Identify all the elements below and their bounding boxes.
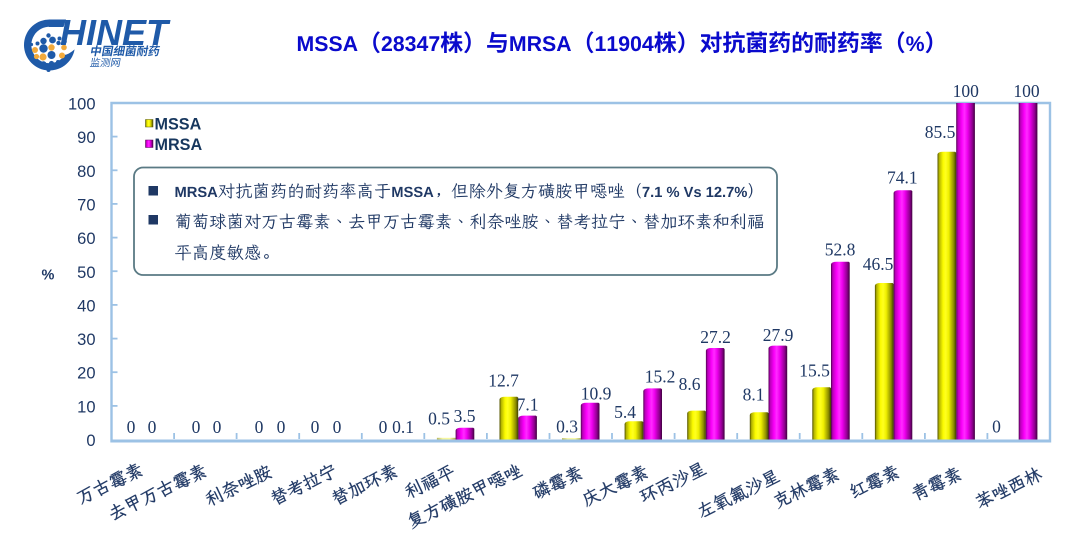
svg-text:27.9: 27.9 xyxy=(763,325,794,345)
svg-text:74.1: 74.1 xyxy=(887,167,918,187)
svg-text:0: 0 xyxy=(192,417,201,437)
svg-text:7.1: 7.1 xyxy=(517,394,539,414)
svg-text:0: 0 xyxy=(333,417,342,437)
svg-text:100: 100 xyxy=(68,96,96,114)
svg-text:0.3: 0.3 xyxy=(556,416,578,436)
svg-text:0: 0 xyxy=(148,417,157,437)
svg-text:0: 0 xyxy=(86,432,95,450)
svg-text:0: 0 xyxy=(311,417,320,437)
svg-text:90: 90 xyxy=(77,129,95,147)
svg-text:70: 70 xyxy=(77,196,95,214)
svg-text:0.1: 0.1 xyxy=(392,417,414,437)
svg-text:50: 50 xyxy=(77,264,95,282)
svg-text:10: 10 xyxy=(77,398,95,416)
svg-text:MSSA: MSSA xyxy=(155,115,202,133)
svg-text:30: 30 xyxy=(77,331,95,349)
svg-text:0: 0 xyxy=(255,417,264,437)
svg-text:100: 100 xyxy=(953,81,980,101)
svg-text:0.5: 0.5 xyxy=(428,408,450,428)
svg-text:80: 80 xyxy=(77,163,95,181)
svg-text:40: 40 xyxy=(77,297,95,315)
svg-text:0: 0 xyxy=(127,417,136,437)
svg-text:27.2: 27.2 xyxy=(700,327,731,347)
svg-text:20: 20 xyxy=(77,365,95,383)
svg-text:52.8: 52.8 xyxy=(825,239,856,259)
svg-text:10.9: 10.9 xyxy=(581,383,612,403)
svg-text:0: 0 xyxy=(213,417,222,437)
svg-text:46.5: 46.5 xyxy=(863,254,894,274)
svg-text:8.6: 8.6 xyxy=(679,374,701,394)
svg-text:0: 0 xyxy=(992,416,1001,436)
svg-text:100: 100 xyxy=(1013,81,1040,101)
svg-text:15.2: 15.2 xyxy=(645,366,676,386)
svg-text:15.5: 15.5 xyxy=(799,360,830,380)
svg-text:%: % xyxy=(42,268,55,284)
svg-text:5.4: 5.4 xyxy=(614,402,636,422)
svg-text:0: 0 xyxy=(277,417,286,437)
svg-text:0: 0 xyxy=(379,417,388,437)
svg-text:85.5: 85.5 xyxy=(925,122,956,142)
svg-text:MRSA: MRSA xyxy=(155,136,203,154)
svg-text:60: 60 xyxy=(77,230,95,248)
svg-text:3.5: 3.5 xyxy=(454,406,476,426)
svg-text:12.7: 12.7 xyxy=(488,370,519,390)
svg-text:8.1: 8.1 xyxy=(743,384,765,404)
